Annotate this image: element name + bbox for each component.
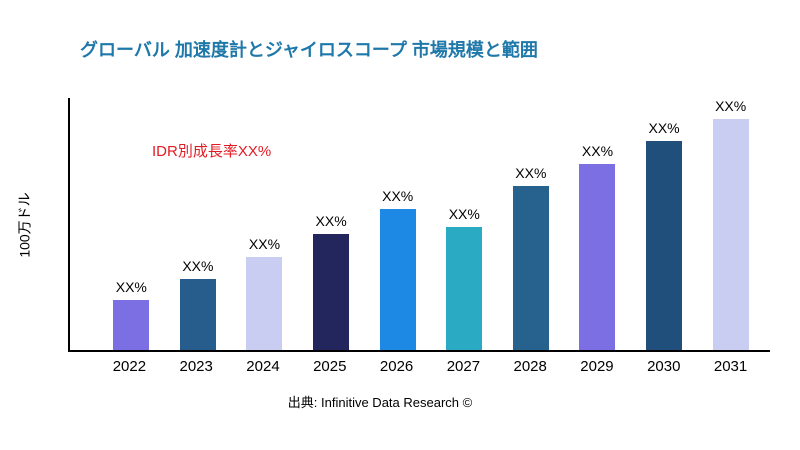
bar-value-label: XX%	[515, 165, 547, 182]
x-tick-label: 2022	[112, 358, 147, 375]
bar-group: XX%	[364, 98, 431, 350]
bar-group: XX%	[298, 98, 365, 350]
bar-value-label: XX%	[182, 258, 214, 275]
bar	[579, 163, 616, 350]
x-tick-label: 2030	[647, 358, 681, 375]
bar-value-label: XX%	[115, 278, 147, 295]
x-tick-label: 2029	[580, 358, 614, 375]
x-tick-label: 2024	[246, 358, 280, 375]
bar-value-label: XX%	[248, 235, 281, 252]
bar-value-label: XX%	[715, 98, 747, 114]
bar	[313, 234, 350, 350]
bar-group: XX%	[231, 98, 298, 350]
bar-group: XX%	[564, 98, 631, 350]
bar-group: XX%	[697, 98, 764, 350]
bar-value-label: XX%	[315, 213, 347, 230]
bar	[446, 226, 483, 350]
bar-group: XX%	[98, 98, 165, 350]
bar	[712, 119, 749, 350]
y-axis-label: 100万ドル	[17, 192, 34, 258]
plot-area: IDR別成長率XX% XX% XX% XX% XX% XX% XX% XX% XX% XX% XX…	[68, 98, 770, 352]
bar-group: XX%	[631, 98, 698, 350]
bar-group: XX%	[165, 98, 232, 350]
bar-value-label: XX%	[448, 205, 480, 222]
chart-title: グローバル 加速度計とジャイロスコープ 市場規模と範囲	[80, 40, 538, 60]
source-caption: 出典: Infinitive Data Research ©	[287, 395, 473, 410]
x-tick-label: 2023	[179, 358, 213, 375]
bars-container: XX% XX% XX% XX% XX% XX% XX% XX% XX% XX%	[70, 98, 770, 350]
bar	[646, 140, 683, 350]
x-tick-label: 2025	[313, 358, 347, 375]
bar	[512, 186, 549, 350]
x-axis-tick-labels: 2022 2023 2024 2025 2026 2027 2028 2029 2030 2031	[68, 358, 770, 375]
x-tick-label: 2031	[713, 358, 748, 375]
bar	[379, 208, 416, 350]
x-tick-label: 2027	[446, 358, 481, 375]
y-axis-label-wrap: 100万ドル	[10, 98, 40, 352]
bar-value-label: XX%	[382, 187, 414, 204]
bar-value-label: XX%	[648, 119, 680, 136]
bar-group: XX%	[498, 98, 565, 350]
bar	[113, 299, 150, 350]
growth-annotation: IDR別成長率XX%	[152, 143, 272, 160]
bar	[179, 279, 216, 350]
bar-value-label: XX%	[581, 142, 614, 159]
bar	[246, 256, 283, 350]
bar-group: XX%	[431, 98, 498, 350]
x-tick-label: 2026	[379, 358, 414, 375]
x-tick-label: 2028	[513, 358, 547, 375]
